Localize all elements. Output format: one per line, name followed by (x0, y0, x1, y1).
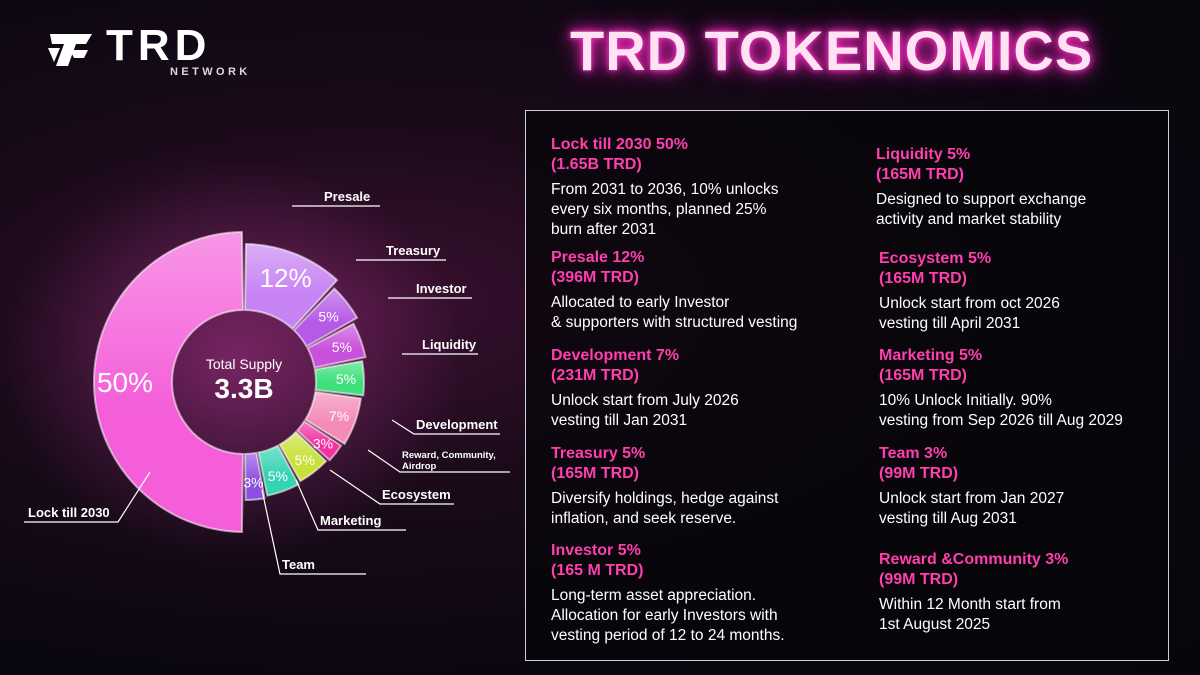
detail-amount: (99M TRD) (879, 571, 959, 588)
detail-heading: Team 3% (879, 445, 948, 462)
callout-label-development: Development (416, 417, 498, 432)
detail-amount: (165M TRD) (876, 166, 965, 183)
callout-label-investor: Investor (416, 281, 467, 296)
detail-reward-community: Reward &Community 3% (99M TRD) Within 12… (879, 550, 1179, 635)
slice-highlight-presale (245, 244, 338, 329)
detail-description: Unlock start from Jan 2027 vesting till … (879, 490, 1065, 527)
detail-marketing: Marketing 5% (165M TRD) 10% Unlock Initi… (879, 346, 1179, 431)
detail-amount: (99M TRD) (879, 465, 959, 482)
detail-heading: Ecosystem 5% (879, 250, 992, 267)
slice-highlight-team (245, 452, 265, 500)
detail-heading: Reward &Community 3% (879, 551, 1069, 568)
slice-label-team: 3% (243, 475, 263, 491)
slice-label-marketing: 5% (268, 468, 288, 484)
slice-label-investor: 5% (332, 339, 352, 355)
callout-line-team (261, 489, 366, 575)
slice-label-development: 7% (329, 408, 349, 424)
detail-development: Development 7% (231M TRD) Unlock start f… (551, 346, 851, 431)
page-title: TRD TOKENOMICS (570, 19, 1094, 82)
detail-heading: Development 7% (551, 347, 680, 364)
slice-highlight-ecosystem (279, 432, 327, 482)
detail-amount: (165M TRD) (879, 270, 968, 287)
detail-ecosystem: Ecosystem 5% (165M TRD) Unlock start fro… (879, 249, 1179, 334)
detail-description: From 2031 to 2036, 10% unlocks every six… (551, 181, 779, 238)
detail-description: Unlock start from July 2026 vesting till… (551, 392, 739, 429)
slice-label-presale: 12% (260, 263, 312, 293)
center-label: Total Supply (206, 356, 282, 372)
slice-highlight-development (305, 392, 361, 444)
callout-label-presale: Presale (324, 189, 370, 204)
callout-label-ecosystem: Ecosystem (382, 487, 451, 502)
slice-highlight-reward-community-airdrop (297, 421, 342, 461)
callout-label-liquidity: Liquidity (422, 337, 477, 352)
detail-heading: Liquidity 5% (876, 146, 971, 163)
callout-line-lock-till-2030 (24, 471, 151, 523)
slice-highlight-treasury (294, 288, 358, 347)
detail-amount: (165M TRD) (551, 465, 640, 482)
detail-amount: (165M TRD) (879, 367, 968, 384)
slices-group: 12%5%5%5%7%3%5%5%3%50% (93, 230, 367, 534)
center-value: 3.3B (214, 373, 273, 404)
detail-heading: Presale 12% (551, 249, 645, 266)
detail-description: Unlock start from oct 2026 vesting till … (879, 295, 1060, 332)
detail-liquidity: Liquidity 5% (165M TRD) Designed to supp… (876, 145, 1176, 230)
slice-highlight-investor (307, 323, 366, 368)
brand-logo: TRD NETWORK (46, 21, 256, 78)
details-panel: Lock till 2030 50% (1.65B TRD) From 2031… (525, 110, 1169, 661)
callout-label-marketing: Marketing (320, 513, 381, 528)
detail-amount: (1.65B TRD) (551, 156, 642, 173)
detail-amount: (396M TRD) (551, 269, 640, 286)
detail-heading: Treasury 5% (551, 445, 646, 462)
slice-highlight-liquidity (314, 361, 364, 396)
callout-line-ecosystem (329, 469, 454, 505)
detail-presale: Presale 12% (396M TRD) Allocated to earl… (551, 248, 851, 333)
detail-description: Allocated to early Investor & supporters… (551, 294, 798, 331)
detail-heading: Investor 5% (551, 542, 641, 559)
brand-name: TRD (106, 21, 212, 70)
brand-subtitle: NETWORK (170, 66, 251, 78)
detail-heading: Lock till 2030 50% (551, 136, 688, 153)
detail-description: Within 12 Month start from 1st August 20… (879, 596, 1061, 633)
detail-amount: (165 M TRD) (551, 562, 644, 579)
callout-line-development (391, 419, 500, 435)
callout-label-treasury: Treasury (386, 243, 441, 258)
slice-label-treasury: 5% (318, 308, 338, 324)
detail-heading: Marketing 5% (879, 347, 983, 364)
callout-line-reward-community-airdrop (367, 449, 510, 473)
callout-label-lock-till-2030: Lock till 2030 (28, 505, 110, 520)
callouts-group: Presale Treasury Investor Liquidity Developm… (24, 189, 510, 575)
trd-logo-icon (48, 34, 92, 66)
callout-label-team: Team (282, 557, 315, 572)
slice-label-ecosystem: 5% (295, 452, 315, 468)
detail-description: Long-term asset appreciation. Allocation… (551, 587, 785, 644)
tokenomics-donut-chart: 12%5%5%5%7%3%5%5%3%50% PresaleTreasuryIn… (5, 160, 510, 575)
callout-line-marketing (295, 479, 406, 531)
detail-lock: Lock till 2030 50% (1.65B TRD) From 2031… (551, 135, 851, 240)
detail-description: 10% Unlock Initially. 90% vesting from S… (879, 392, 1123, 429)
detail-team: Team 3% (99M TRD) Unlock start from Jan … (879, 444, 1179, 529)
detail-treasury: Treasury 5% (165M TRD) Diversify holding… (551, 444, 851, 529)
slice-label-lock-till-2030: 50% (97, 367, 153, 398)
detail-investor: Investor 5% (165 M TRD) Long-term asset … (551, 541, 851, 646)
slice-label-liquidity: 5% (336, 371, 356, 387)
detail-description: Designed to support exchange activity an… (876, 191, 1087, 228)
slice-highlight-marketing (258, 445, 299, 496)
callout-label-reward-community-airdrop: Reward, Community, Airdrop (402, 450, 496, 472)
detail-description: Diversify holdings, hedge against inflat… (551, 490, 779, 527)
slice-label-reward-community-airdrop: 3% (313, 435, 333, 451)
detail-amount: (231M TRD) (551, 367, 640, 384)
slice-highlight-lock-till-2030 (93, 232, 243, 532)
